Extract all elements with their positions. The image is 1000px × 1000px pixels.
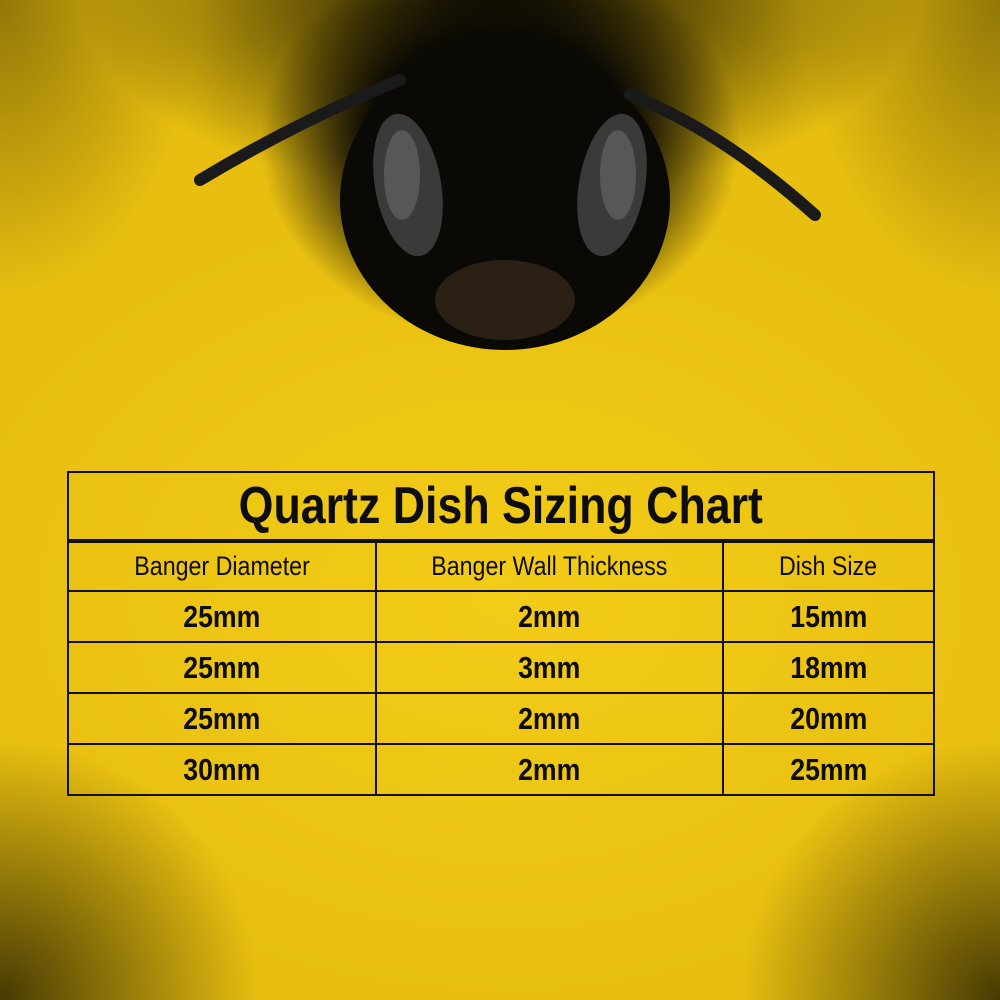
table-cell: 30mm	[67, 743, 377, 796]
table-cell: 25mm	[67, 590, 377, 643]
sizing-table: Quartz Dish Sizing Chart Banger Diameter…	[67, 471, 935, 796]
table-row: 30mm 2mm 25mm	[67, 743, 935, 796]
table-row: 25mm 3mm 18mm	[67, 641, 935, 694]
column-header: Dish Size	[722, 540, 935, 592]
table-cell: 25mm	[67, 641, 377, 694]
header-row: Banger Diameter Banger Wall Thickness Di…	[67, 540, 935, 592]
column-header: Banger Diameter	[67, 540, 377, 592]
table-cell: 25mm	[722, 743, 935, 796]
table-cell: 20mm	[722, 692, 935, 745]
table-cell: 3mm	[375, 641, 724, 694]
table-row: 25mm 2mm 20mm	[67, 692, 935, 745]
column-header: Banger Wall Thickness	[375, 540, 724, 592]
table-cell: 2mm	[375, 590, 724, 643]
table-cell: 25mm	[67, 692, 377, 745]
table-cell: 18mm	[722, 641, 935, 694]
table-cell: 15mm	[722, 590, 935, 643]
bee-image	[194, 50, 821, 350]
table-cell: 2mm	[375, 743, 724, 796]
chart-title: Quartz Dish Sizing Chart	[67, 471, 935, 543]
table-row: 25mm 2mm 15mm	[67, 590, 935, 643]
table-cell: 2mm	[375, 692, 724, 745]
